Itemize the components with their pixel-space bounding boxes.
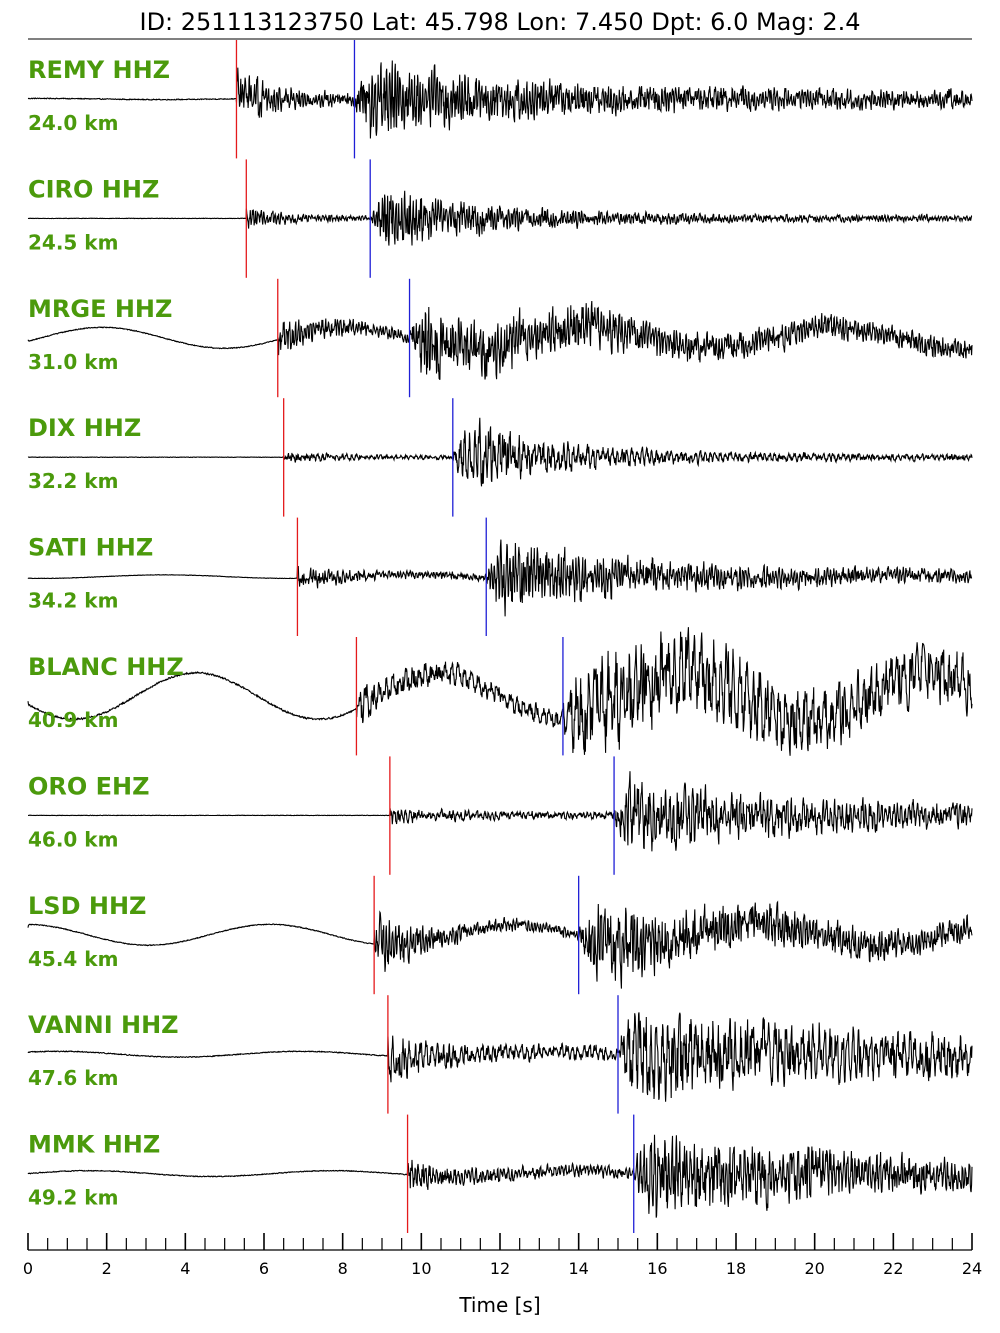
- distance-label: 49.2 km: [28, 1186, 118, 1210]
- distance-label: 32.2 km: [28, 469, 118, 493]
- trace-panel: LSD HHZ 45.4 km: [27, 875, 973, 995]
- trace-panel: ORO EHZ 46.0 km: [28, 756, 973, 875]
- waveform-trace: [27, 300, 973, 381]
- x-tick-label: 4: [180, 1259, 190, 1278]
- trace-panel: SATI HHZ 34.2 km: [27, 517, 973, 636]
- waveform-trace: [27, 539, 973, 617]
- waveform-trace: [27, 417, 973, 487]
- station-label: MMK HHZ: [28, 1131, 160, 1159]
- event-header: ID: 251113123750 Lat: 45.798 Lon: 7.450 …: [139, 8, 860, 36]
- distance-label: 40.9 km: [28, 708, 118, 732]
- traces-layer: REMY HHZ 24.0 km CIRO HHZ 24.5 km MRGE HHZ 31…: [27, 40, 973, 1233]
- waveform-trace: [27, 627, 973, 756]
- trace-panel: REMY HHZ 24.0 km: [27, 40, 973, 159]
- station-label: BLANC HHZ: [28, 653, 184, 681]
- station-label: CIRO HHZ: [28, 175, 159, 203]
- x-tick-label: 16: [647, 1259, 667, 1278]
- distance-label: 24.5 km: [28, 230, 118, 254]
- x-tick-label: 18: [726, 1259, 746, 1278]
- waveform-trace: [27, 60, 973, 139]
- waveform-trace: [27, 1012, 973, 1102]
- trace-panel: BLANC HHZ 40.9 km: [27, 627, 973, 756]
- waveform-trace: [27, 900, 973, 989]
- x-axis-title: Time [s]: [458, 1293, 540, 1317]
- x-tick-label: 10: [411, 1259, 431, 1278]
- distance-label: 46.0 km: [28, 827, 118, 851]
- waveform-trace: [27, 190, 973, 246]
- x-tick-label: 0: [23, 1259, 33, 1278]
- trace-panel: MMK HHZ 49.2 km: [27, 1114, 973, 1233]
- distance-label: 34.2 km: [28, 589, 118, 613]
- x-tick-label: 24: [962, 1259, 982, 1278]
- station-label: ORO EHZ: [28, 772, 150, 800]
- x-tick-label: 22: [883, 1259, 903, 1278]
- waveform-trace: [28, 771, 973, 852]
- x-tick-label: 6: [259, 1259, 269, 1278]
- waveform-trace: [27, 1134, 973, 1218]
- station-label: LSD HHZ: [28, 892, 146, 920]
- distance-label: 45.4 km: [28, 947, 118, 971]
- x-tick-label: 12: [490, 1259, 510, 1278]
- x-tick-label: 14: [568, 1259, 588, 1278]
- x-tick-label: 2: [102, 1259, 112, 1278]
- trace-panel: MRGE HHZ 31.0 km: [27, 278, 973, 398]
- distance-label: 24.0 km: [28, 111, 118, 135]
- trace-panel: CIRO HHZ 24.5 km: [27, 159, 973, 278]
- station-label: REMY HHZ: [28, 56, 170, 84]
- station-label: MRGE HHZ: [28, 295, 172, 323]
- station-label: SATI HHZ: [28, 534, 153, 562]
- distance-label: 47.6 km: [28, 1066, 118, 1090]
- x-tick-label: 20: [804, 1259, 824, 1278]
- trace-panel: DIX HHZ 32.2 km: [27, 398, 973, 517]
- time-axis: 0 2 4 6 8 10 12 14 16 18 20 22 24: [23, 1233, 982, 1278]
- x-tick-label: 8: [338, 1259, 348, 1278]
- station-label: DIX HHZ: [28, 414, 141, 442]
- station-label: VANNI HHZ: [28, 1011, 179, 1039]
- trace-panel: VANNI HHZ 47.6 km: [27, 995, 973, 1114]
- distance-label: 31.0 km: [28, 350, 118, 374]
